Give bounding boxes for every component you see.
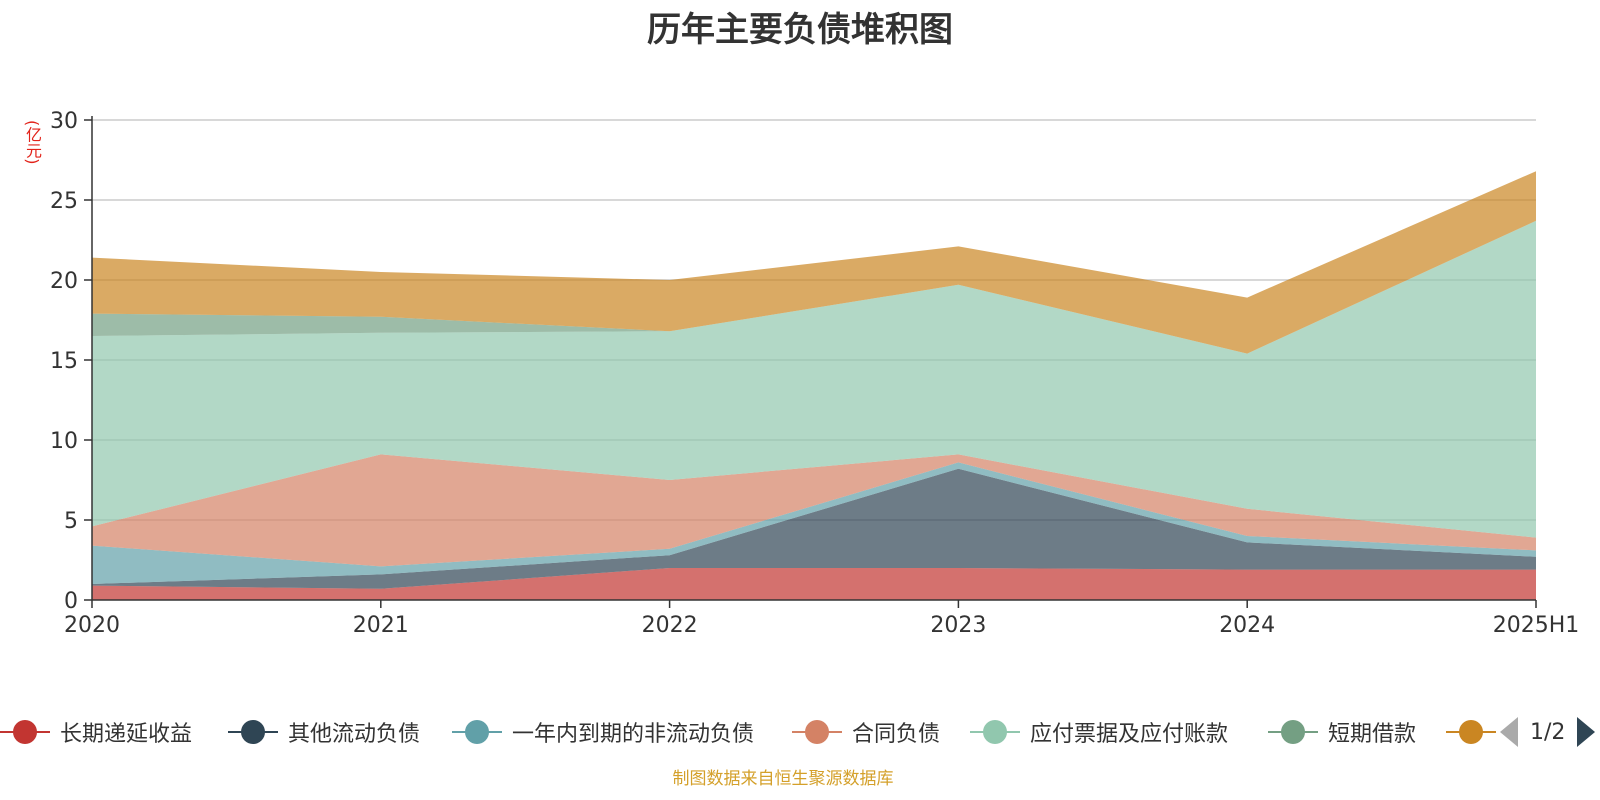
legend-item-5[interactable]: 短期借款 bbox=[1268, 712, 1416, 752]
legend-prev-arrow-icon[interactable] bbox=[1500, 717, 1518, 747]
legend-marker-icon bbox=[1446, 718, 1496, 746]
legend-label: 其他流动负债 bbox=[288, 722, 421, 747]
legend-item-3[interactable]: 合同负债 bbox=[792, 712, 940, 752]
legend-marker-icon bbox=[792, 718, 842, 746]
legend-pager: 1/2 bbox=[1500, 712, 1596, 752]
x-tick-label: 2020 bbox=[64, 613, 120, 638]
legend-marker-icon bbox=[1268, 718, 1318, 746]
area-series-2[interactable] bbox=[92, 462, 1536, 584]
legend: 长期递延收益 其他流动负债 一年内到期的非流动负债 合同负债 应付票据及应付账款 短期借款… bbox=[0, 712, 1600, 752]
y-tick-label: 25 bbox=[50, 189, 78, 214]
x-tick-label: 2024 bbox=[1219, 613, 1275, 638]
legend-item-1[interactable]: 其他流动负债 bbox=[228, 712, 420, 752]
x-tick-label: 2025H1 bbox=[1493, 613, 1580, 638]
legend-label: 应付票据及应付账款 bbox=[1030, 722, 1229, 747]
legend-label: 短期借款 bbox=[1328, 722, 1417, 747]
legend-label: 合同负债 bbox=[852, 722, 941, 747]
legend-next-arrow-icon[interactable] bbox=[1577, 717, 1596, 747]
legend-label: 长期递延收益 bbox=[60, 722, 193, 747]
area-series-4[interactable] bbox=[92, 220, 1536, 538]
legend-item-6[interactable] bbox=[1446, 712, 1496, 752]
legend-item-4[interactable]: 应付票据及应付账款 bbox=[970, 712, 1228, 752]
chart-title: 历年主要负债堆积图 bbox=[647, 10, 953, 50]
legend-marker-icon bbox=[0, 718, 50, 746]
axes: 0 5 10 15 20 25 30 2020 2021 2022 2023 2024 2025H1 bbox=[50, 109, 1579, 638]
area-series-0[interactable] bbox=[92, 568, 1536, 600]
x-tick-label: 2021 bbox=[353, 613, 409, 638]
legend-item-0[interactable]: 长期递延收益 bbox=[0, 712, 192, 752]
y-tick-label: 15 bbox=[50, 349, 78, 374]
legend-marker-icon bbox=[970, 718, 1020, 746]
y-tick-label: 30 bbox=[50, 109, 78, 134]
x-tick-label: 2022 bbox=[642, 613, 698, 638]
area-series bbox=[92, 171, 1536, 600]
legend-page-indicator: 1/2 bbox=[1530, 719, 1566, 745]
y-tick-label: 20 bbox=[50, 269, 78, 294]
y-tick-label: 0 bbox=[64, 589, 78, 614]
x-tick-label: 2023 bbox=[930, 613, 986, 638]
area-series-3[interactable] bbox=[92, 454, 1536, 567]
y-tick-label: 10 bbox=[50, 429, 78, 454]
area-series-1[interactable] bbox=[92, 468, 1536, 589]
stacked-area-chart: 0 5 10 15 20 25 30 2020 2021 2022 2023 2024 2025H1 bbox=[50, 109, 1579, 638]
data-source-note: 制图数据来自恒生聚源数据库 bbox=[672, 769, 894, 789]
y-axis-unit: (亿元) bbox=[23, 120, 42, 165]
legend-item-2[interactable]: 一年内到期的非流动负债 bbox=[452, 712, 754, 752]
legend-label: 一年内到期的非流动负债 bbox=[512, 722, 755, 747]
y-tick-label: 5 bbox=[64, 509, 78, 534]
area-series-6[interactable] bbox=[92, 171, 1536, 354]
legend-marker-icon bbox=[452, 718, 502, 746]
legend-marker-icon bbox=[228, 718, 278, 746]
